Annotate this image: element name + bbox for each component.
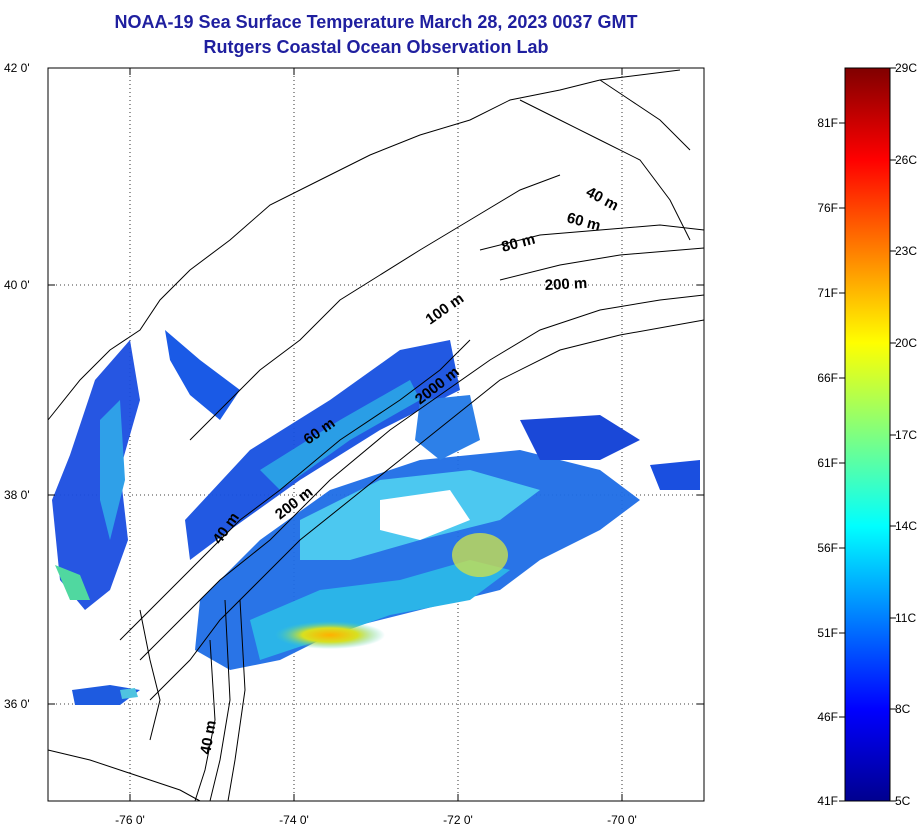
depth-label: 200 m (544, 275, 587, 294)
lat-label: 42 0' (4, 61, 30, 75)
fahrenheit-label: 71F (817, 286, 838, 300)
map-subtitle: Rutgers Coastal Ocean Observation Lab (203, 37, 549, 57)
fahrenheit-label: 76F (817, 201, 838, 215)
fahrenheit-label: 56F (817, 541, 838, 555)
lon-label: -74 0' (279, 813, 309, 827)
fahrenheit-label: 61F (817, 456, 838, 470)
fahrenheit-label: 81F (817, 116, 838, 130)
fahrenheit-label: 51F (817, 626, 838, 640)
celsius-label: 17C (895, 428, 917, 442)
celsius-label: 8C (895, 702, 911, 716)
celsius-label: 14C (895, 519, 917, 533)
fahrenheit-label: 46F (817, 710, 838, 724)
colorbar-ticks (839, 67, 896, 802)
axis-ticks (48, 68, 704, 801)
lon-label: -72 0' (443, 813, 473, 827)
colorbar-celsius-labels: 29C 26C 23C 20C 17C 14C 11C 8C 5C (895, 61, 917, 808)
celsius-label: 26C (895, 153, 917, 167)
celsius-label: 23C (895, 244, 917, 258)
celsius-label: 20C (895, 336, 917, 350)
lon-axis-labels: -76 0' -74 0' -72 0' -70 0' (115, 813, 637, 827)
depth-label: 40 m (197, 719, 220, 756)
celsius-label: 29C (895, 61, 917, 75)
coastline-bathymetry (47, 69, 705, 802)
map-title: NOAA-19 Sea Surface Temperature March 28… (114, 12, 638, 32)
colorbar-fahrenheit-labels: 81F 76F 71F 66F 61F 56F 51F 46F 41F (817, 116, 838, 808)
lat-label: 40 0' (4, 278, 30, 292)
lat-label: 36 0' (4, 697, 30, 711)
lon-label: -76 0' (115, 813, 145, 827)
celsius-label: 11C (895, 611, 916, 625)
fahrenheit-label: 66F (817, 371, 838, 385)
fahrenheit-label: 41F (817, 794, 838, 808)
lat-label: 38 0' (4, 488, 30, 502)
colorbar (844, 67, 891, 802)
sst-data-layer (52, 330, 700, 705)
lon-label: -70 0' (607, 813, 637, 827)
celsius-label: 5C (895, 794, 911, 808)
lat-axis-labels: 42 0' 40 0' 38 0' 36 0' (4, 61, 30, 711)
